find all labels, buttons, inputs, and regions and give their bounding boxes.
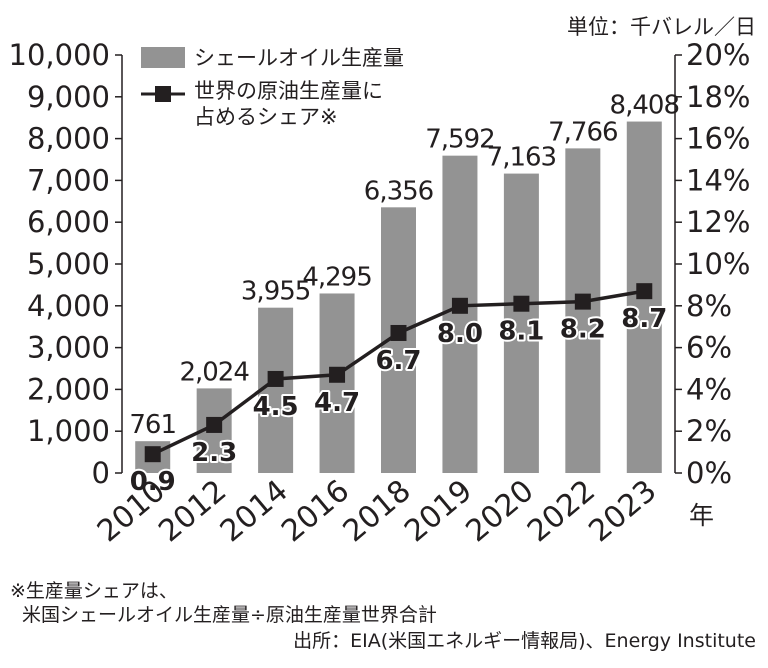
share-value-label: 8.0 [437, 319, 483, 349]
left-axis-tick-label: 9,000 [27, 80, 110, 114]
share-value-labels: 0.9 2.3 4.5 4.7 6.7 8.0 8.1 8.2 8.7 [128, 302, 670, 499]
left-axis-tick-label: 2,000 [27, 372, 110, 406]
footnote-line-1: ※生産量シェアは、 [10, 580, 178, 602]
left-axis-tick-label: 1,000 [27, 414, 110, 448]
share-marker [390, 324, 407, 341]
bar-value-label: 7,766 [548, 117, 617, 147]
right-axis-tick-label: 20% [686, 38, 750, 72]
share-value-label: 8.7 [621, 304, 667, 334]
right-axis-tick-label: 14% [686, 163, 750, 197]
share-marker [329, 366, 346, 383]
right-axis-tick-label: 16% [686, 122, 750, 156]
x-axis-tick-label: 2023 [582, 473, 663, 549]
bar [565, 148, 601, 473]
x-axis-tick-label: 2016 [275, 473, 356, 549]
x-axis-tick-label: 2020 [460, 473, 541, 549]
right-axis-tick-label: 4% [686, 372, 732, 406]
legend-bar-swatch [141, 47, 185, 68]
x-axis-tick-label: 2018 [337, 473, 418, 549]
legend-line-label-2: 占めるシェア※ [194, 105, 338, 129]
x-axis-unit: 年 [689, 501, 714, 530]
x-axis-tick-label: 2022 [521, 473, 602, 549]
x-axis-tick-label: 2014 [214, 473, 295, 549]
right-axis-tick-label: 0% [686, 456, 732, 490]
right-axis-tick-label: 10% [686, 247, 750, 281]
share-value-label: 4.7 [314, 388, 360, 418]
bar-value-label: 761 [129, 410, 176, 440]
share-marker [574, 293, 591, 310]
share-value-label: 6.7 [375, 346, 421, 376]
share-value-label: 4.5 [253, 392, 299, 422]
share-marker [451, 297, 468, 314]
legend-bar-label: シェールオイル生産量 [194, 46, 404, 70]
left-axis: 0 1,000 2,000 3,000 4,000 5,000 6,000 7,000 8,00… [9, 38, 123, 490]
source-credit: 出所：EIA(米国エネルギー情報局)、Energy Institute [293, 630, 756, 652]
share-value-label: 2.3 [191, 438, 237, 468]
left-axis-tick-label: 3,000 [27, 331, 110, 365]
bar [319, 293, 355, 473]
bar [258, 307, 294, 473]
share-marker [144, 446, 161, 463]
share-marker [206, 416, 223, 433]
left-axis-tick-label: 7,000 [27, 163, 110, 197]
share-value-label: 8.1 [498, 317, 544, 347]
share-marker [636, 283, 653, 300]
share-marker [513, 295, 530, 312]
bar-value-label: 4,295 [302, 262, 371, 292]
right-axis-tick-label: 12% [686, 205, 750, 239]
x-axis-tick-label: 2019 [398, 473, 479, 549]
shale-oil-chart: 0 1,000 2,000 3,000 4,000 5,000 6,000 7,000 8,00… [9, 15, 756, 549]
bar-value-label: 2,024 [179, 357, 249, 387]
left-axis-tick-label: 0 [92, 456, 110, 490]
bar [503, 173, 539, 473]
right-axis-tick-label: 8% [686, 289, 732, 323]
left-axis-tick-label: 10,000 [9, 38, 110, 72]
right-axis-tick-label: 2% [686, 414, 732, 448]
right-axis-tick-label: 6% [686, 331, 732, 365]
bar-value-label: 3,955 [241, 277, 310, 307]
share-line-series [144, 283, 653, 463]
right-axis-tick-label: 18% [686, 80, 750, 114]
share-value-label: 0.9 [130, 467, 176, 497]
left-axis-tick-label: 4,000 [27, 289, 110, 323]
unit-label: 単位：千バレル／日 [567, 15, 756, 39]
share-value-label: 8.2 [560, 315, 606, 345]
legend: シェールオイル生産量 世界の原油生産量に 占めるシェア※ [141, 46, 404, 129]
left-axis-tick-label: 6,000 [27, 205, 110, 239]
legend-line-label-1: 世界の原油生産量に [194, 79, 383, 103]
bar-value-label: 7,592 [425, 125, 494, 155]
right-axis: 0% 2% 4% 6% 8% 10% 12% 14% 16% 18% 20% [674, 38, 750, 490]
left-axis-tick-label: 8,000 [27, 122, 110, 156]
bar [442, 155, 478, 473]
legend-line-marker [155, 86, 171, 102]
share-marker [267, 370, 284, 387]
footnote-line-2: 米国シェールオイル生産量÷原油生産量世界合計 [22, 604, 437, 626]
left-axis-tick-label: 5,000 [27, 247, 110, 281]
bar-value-label: 7,163 [487, 143, 556, 173]
bar-value-label: 8,408 [610, 91, 679, 121]
bar-value-label: 6,356 [364, 176, 433, 206]
